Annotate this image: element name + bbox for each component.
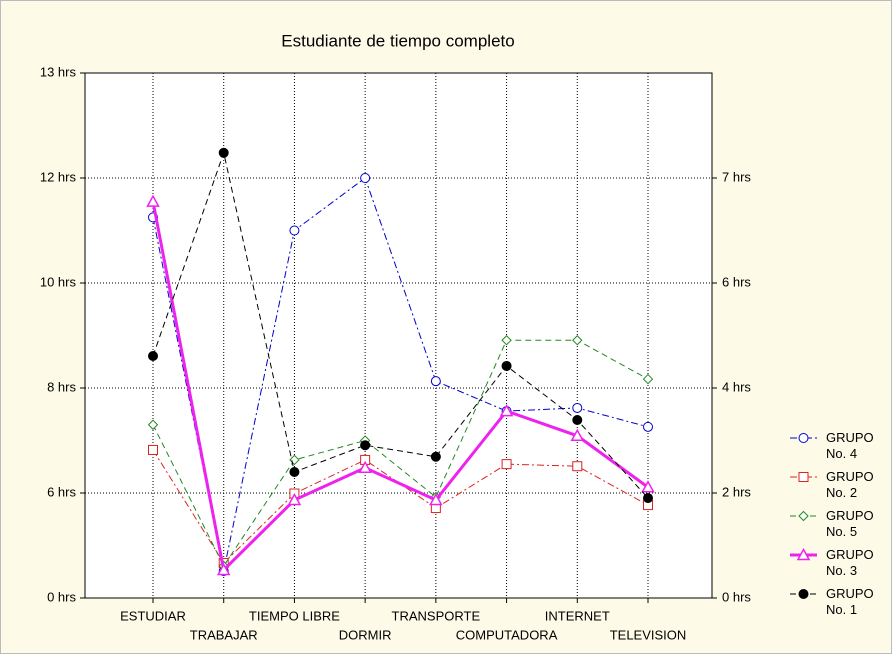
marker (148, 350, 158, 361)
marker (798, 472, 809, 482)
marker (641, 480, 655, 493)
x-tick-label: TRABAJAR (190, 627, 258, 642)
marker (287, 492, 302, 506)
marker (501, 459, 512, 470)
legend-label: GRUPO No. 5 (826, 508, 874, 539)
y-tick-label: 8 hrs (47, 379, 76, 394)
marker (501, 360, 512, 371)
marker (430, 451, 441, 462)
marker (429, 492, 443, 506)
chart-title: Estudiante de tiempo completo (281, 31, 514, 50)
legend-label: GRUPO No. 2 (826, 469, 874, 500)
series-line (152, 177, 649, 572)
x-tick-label: TELEVISION (610, 627, 687, 642)
x-tick-label: ESTUDIAR (120, 608, 186, 623)
marker (572, 461, 583, 472)
marker (499, 404, 514, 417)
marker (570, 428, 585, 442)
y2-tick-label: 4 hrs (722, 379, 751, 394)
plot-area (84, 72, 713, 599)
marker (289, 467, 300, 477)
marker (360, 173, 371, 183)
marker (218, 147, 229, 158)
legend-label: GRUPO No. 4 (826, 430, 874, 461)
marker (572, 415, 583, 426)
marker (147, 419, 159, 430)
marker (643, 493, 653, 504)
marker (796, 547, 811, 561)
marker (360, 440, 371, 451)
marker (501, 335, 512, 346)
x-tick-label: COMPUTADORA (456, 627, 558, 642)
y-tick-label: 12 hrs (40, 169, 77, 184)
marker (146, 194, 160, 207)
marker (216, 562, 231, 576)
marker (798, 510, 809, 522)
marker (572, 402, 583, 413)
y2-tick-label: 6 hrs (722, 274, 751, 289)
marker (430, 376, 441, 387)
y-tick-label: 6 hrs (47, 484, 76, 499)
x-tick-label: DORMIR (339, 627, 392, 642)
marker (358, 460, 372, 474)
marker (289, 225, 300, 236)
y2-tick-label: 7 hrs (722, 169, 751, 184)
series-line (152, 150, 649, 499)
marker (572, 335, 583, 346)
y2-tick-label: 0 hrs (722, 589, 751, 604)
marker (642, 373, 654, 385)
x-tick-label: TIEMPO LIBRE (249, 608, 340, 623)
series-line (152, 339, 649, 567)
marker (798, 589, 809, 599)
legend-label: GRUPO No. 1 (826, 586, 874, 617)
x-tick-label: INTERNET (545, 608, 610, 623)
marker (148, 444, 158, 455)
y2-tick-label: 2 hrs (722, 484, 751, 499)
marker (798, 433, 809, 443)
x-tick-label: TRANSPORTE (392, 608, 481, 623)
marker (643, 421, 653, 432)
y-tick-label: 0 hrs (47, 589, 76, 604)
series-line (151, 201, 649, 574)
y-tick-label: 10 hrs (40, 274, 77, 289)
legend-label: GRUPO No. 3 (826, 547, 874, 578)
y-tick-label: 13 hrs (40, 64, 77, 79)
